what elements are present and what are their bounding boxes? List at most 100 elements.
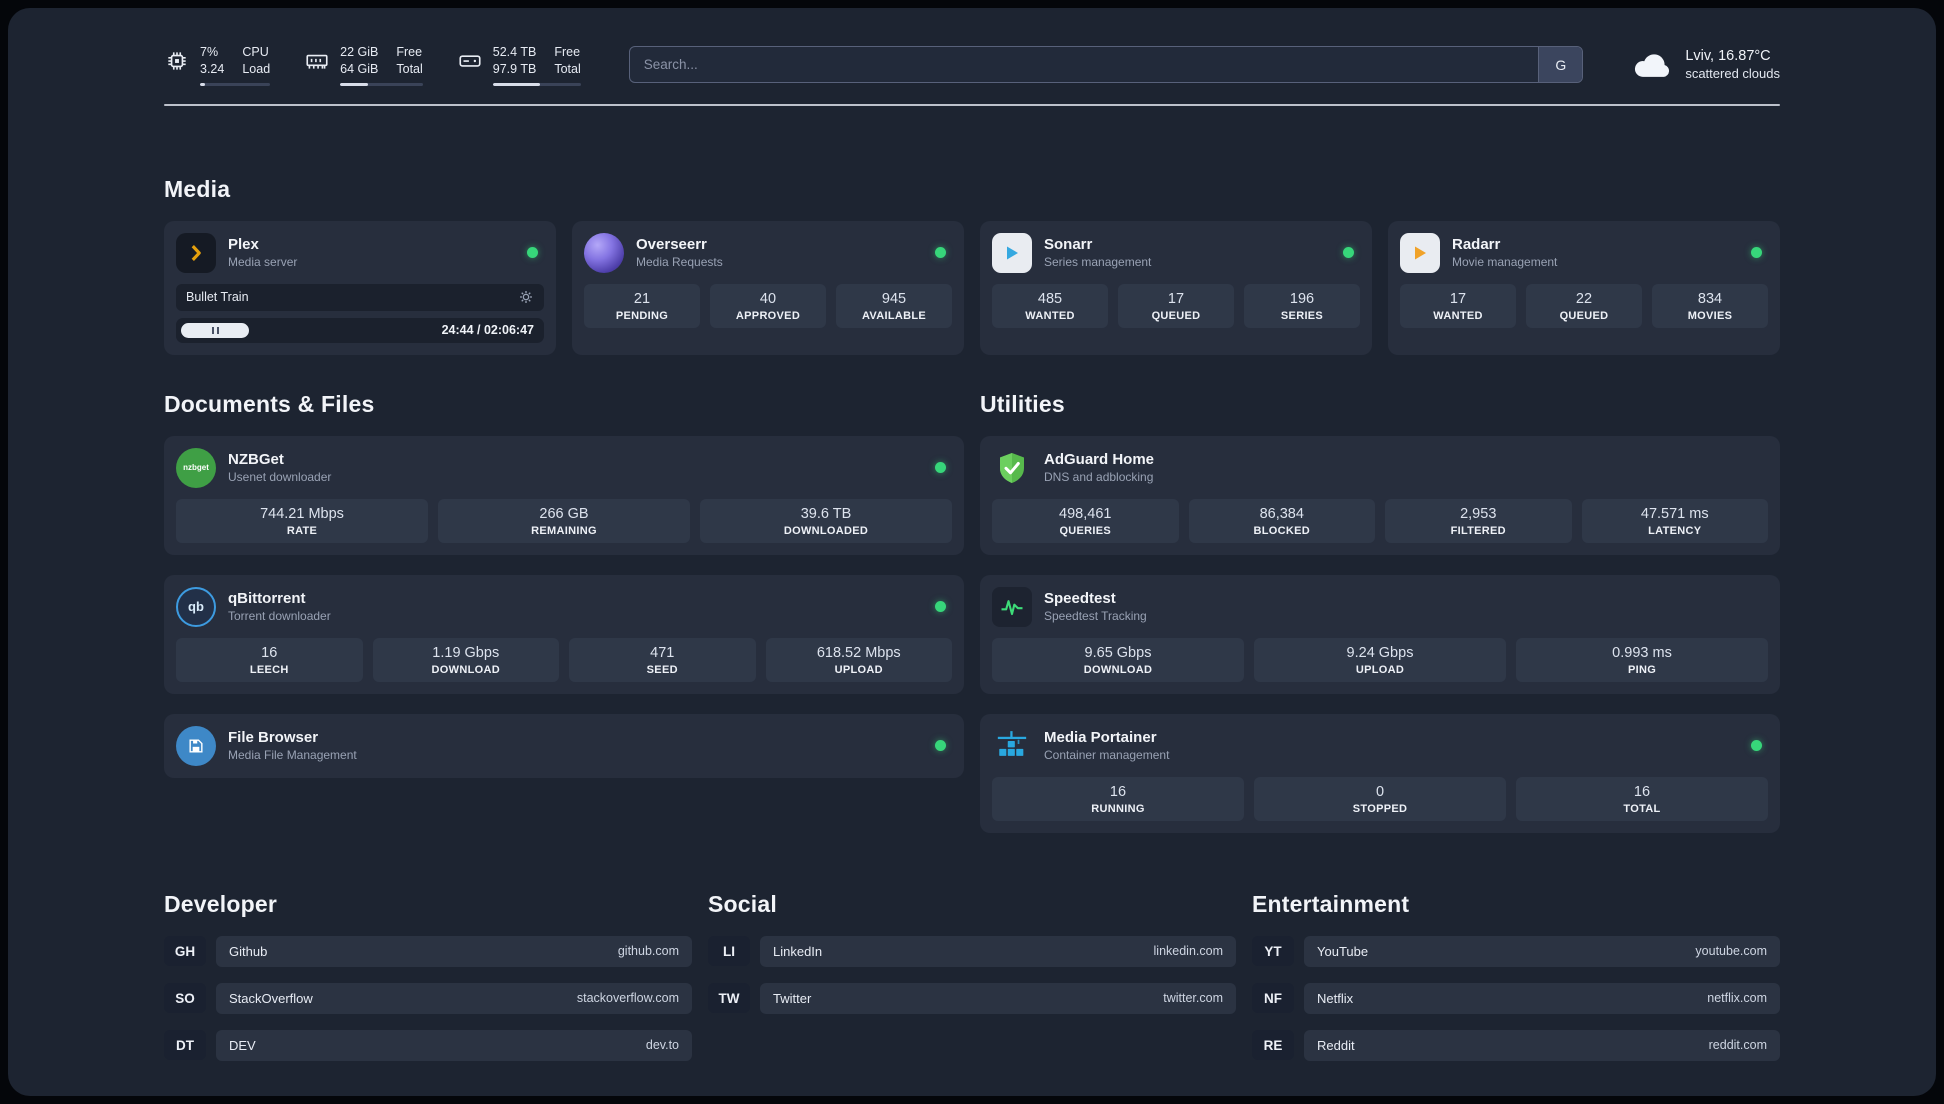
bookmark-name: YouTube <box>1317 943 1369 959</box>
bookmark-twitter[interactable]: TW Twitter twitter.com <box>708 982 1236 1014</box>
top-bar: 7% CPU 3.24 Load 22 GiB Free <box>164 8 1780 86</box>
disk-widget: 52.4 TB Free 97.9 TB Total <box>457 44 581 86</box>
bookmark-netflix[interactable]: NF Netflix netflix.com <box>1252 982 1780 1014</box>
status-dot <box>1751 247 1762 258</box>
app-card-radarr[interactable]: Radarr Movie management 17 WANTED 22 QUE… <box>1388 220 1780 355</box>
app-card-adguard[interactable]: AdGuard Home DNS and adblocking 498,461 … <box>980 435 1780 555</box>
app-card-speedtest[interactable]: Speedtest Speedtest Tracking 9.65 Gbps D… <box>980 574 1780 694</box>
section-title-utilities: Utilities <box>980 390 1065 417</box>
app-description: Media server <box>228 255 298 269</box>
app-card-qbittorrent[interactable]: qb qBittorrent Torrent downloader 16 <box>164 574 964 694</box>
ram-usage-bar <box>340 82 423 86</box>
bookmark-group-developer: Developer GH Github github.com SO StackO… <box>164 891 692 1061</box>
qbittorrent-icon: qb <box>176 586 216 627</box>
app-card-overseerr[interactable]: Overseerr Media Requests 21 PENDING 40 A… <box>572 220 964 355</box>
ram-widget: 22 GiB Free 64 GiB Total <box>304 44 423 86</box>
section-media: Media Plex Media server <box>164 176 1780 355</box>
cpu-label-bottom: Load <box>242 62 271 77</box>
playback-progress-bar[interactable]: 24:44 / 02:06:47 <box>176 317 544 343</box>
app-name: Media Portainer <box>1044 729 1157 746</box>
section-title-documents: Documents & Files <box>164 390 375 417</box>
section-documents: Documents & Files nzbget NZBGet Usenet d… <box>164 391 964 778</box>
app-description: Media File Management <box>228 748 357 762</box>
ram-icon <box>306 54 328 69</box>
bookmark-name: Twitter <box>773 990 812 1006</box>
cloud-icon <box>1635 54 1670 77</box>
bookmark-abbr: NF <box>1252 983 1294 1013</box>
section-title-entertainment: Entertainment <box>1252 890 1410 917</box>
stat-tile: 40 APPROVED <box>710 283 826 328</box>
section-title-developer: Developer <box>164 890 278 917</box>
app-description: Speedtest Tracking <box>1044 609 1147 623</box>
bookmark-linkedin[interactable]: LI LinkedIn linkedin.com <box>708 935 1236 967</box>
cpu-percent: 7% <box>200 45 219 59</box>
app-name: Radarr <box>1452 236 1501 253</box>
ram-label-bottom: Total <box>396 62 423 77</box>
dashboard: 7% CPU 3.24 Load 22 GiB Free <box>8 8 1936 1096</box>
weather-widget: Lviv, 16.87°C scattered clouds <box>1631 48 1780 81</box>
app-name: Plex <box>228 236 259 253</box>
search-engine-button[interactable]: G <box>1538 47 1583 83</box>
app-description: Container management <box>1044 748 1170 762</box>
status-dot <box>1751 740 1762 751</box>
header-divider <box>164 103 1780 106</box>
now-playing-row: Bullet Train <box>176 283 544 311</box>
bookmark-url: reddit.com <box>1708 1038 1767 1052</box>
app-card-sonarr[interactable]: Sonarr Series management 485 WANTED 17 Q… <box>980 220 1372 355</box>
cpu-icon <box>168 52 186 70</box>
bookmark-url: twitter.com <box>1163 991 1223 1005</box>
disk-label-bottom: Total <box>554 62 581 77</box>
cpu-usage-bar <box>200 82 271 86</box>
radarr-icon <box>1400 232 1440 273</box>
app-name: Overseerr <box>636 236 707 253</box>
bookmark-abbr: RE <box>1252 1030 1294 1060</box>
bookmark-name: Github <box>229 943 268 959</box>
stat-tile: 9.24 Gbps UPLOAD <box>1254 637 1506 682</box>
stat-tile: 16 RUNNING <box>992 776 1244 821</box>
app-card-portainer[interactable]: Media Portainer Container management 16 … <box>980 713 1780 833</box>
gear-icon[interactable] <box>518 289 534 305</box>
speedtest-icon <box>992 586 1032 627</box>
bookmark-url: github.com <box>617 944 679 958</box>
app-description: Media Requests <box>636 255 723 269</box>
stat-tile: 17 QUEUED <box>1118 283 1234 328</box>
bookmark-name: Reddit <box>1317 1037 1355 1053</box>
bookmark-abbr: TW <box>708 983 750 1013</box>
now-playing-title: Bullet Train <box>186 290 249 304</box>
disk-usage-bar <box>492 82 581 86</box>
bookmark-dev[interactable]: DT DEV dev.to <box>164 1029 692 1061</box>
bookmark-reddit[interactable]: RE Reddit reddit.com <box>1252 1029 1780 1061</box>
search-input[interactable] <box>629 57 1539 73</box>
search-bar: G <box>628 46 1584 84</box>
disk-label-top: Free <box>554 45 581 59</box>
stat-tile: 618.52 Mbps UPLOAD <box>765 637 952 682</box>
bookmark-youtube[interactable]: YT YouTube youtube.com <box>1252 935 1780 967</box>
bookmark-github[interactable]: GH Github github.com <box>164 935 692 967</box>
stat-tile: 17 WANTED <box>1400 283 1516 328</box>
disk-free: 52.4 TB <box>492 45 537 59</box>
section-title-social: Social <box>708 890 777 917</box>
disk-total: 97.9 TB <box>492 62 537 77</box>
pause-icon[interactable] <box>181 322 250 338</box>
app-description: Movie management <box>1452 255 1558 269</box>
app-card-plex[interactable]: Plex Media server Bullet Train <box>164 220 556 355</box>
bookmark-stackoverflow[interactable]: SO StackOverflow stackoverflow.com <box>164 982 692 1014</box>
bookmark-url: youtube.com <box>1695 944 1767 958</box>
app-card-filebrowser[interactable]: File Browser Media File Management <box>164 713 964 778</box>
bookmark-group-social: Social LI LinkedIn linkedin.com TW Twitt… <box>708 891 1236 1014</box>
bookmark-url: linkedin.com <box>1153 944 1223 958</box>
stat-tile: 2,953 FILTERED <box>1385 498 1572 543</box>
stat-tile: 744.21 Mbps RATE <box>176 498 428 543</box>
status-dot <box>527 247 538 258</box>
disk-icon <box>459 55 481 67</box>
stat-tile: 1.19 Gbps DOWNLOAD <box>372 637 559 682</box>
app-name: File Browser <box>228 729 319 746</box>
ram-total: 64 GiB <box>340 62 379 77</box>
stat-tile: 498,461 QUERIES <box>992 498 1179 543</box>
stat-tile: 47.571 ms LATENCY <box>1581 498 1768 543</box>
app-description: DNS and adblocking <box>1044 470 1154 484</box>
app-name: NZBGet <box>228 451 284 468</box>
bookmark-abbr: YT <box>1252 936 1294 966</box>
app-card-nzbget[interactable]: nzbget NZBGet Usenet downloader 744.21 M… <box>164 435 964 555</box>
stat-tile: 21 PENDING <box>584 283 700 328</box>
